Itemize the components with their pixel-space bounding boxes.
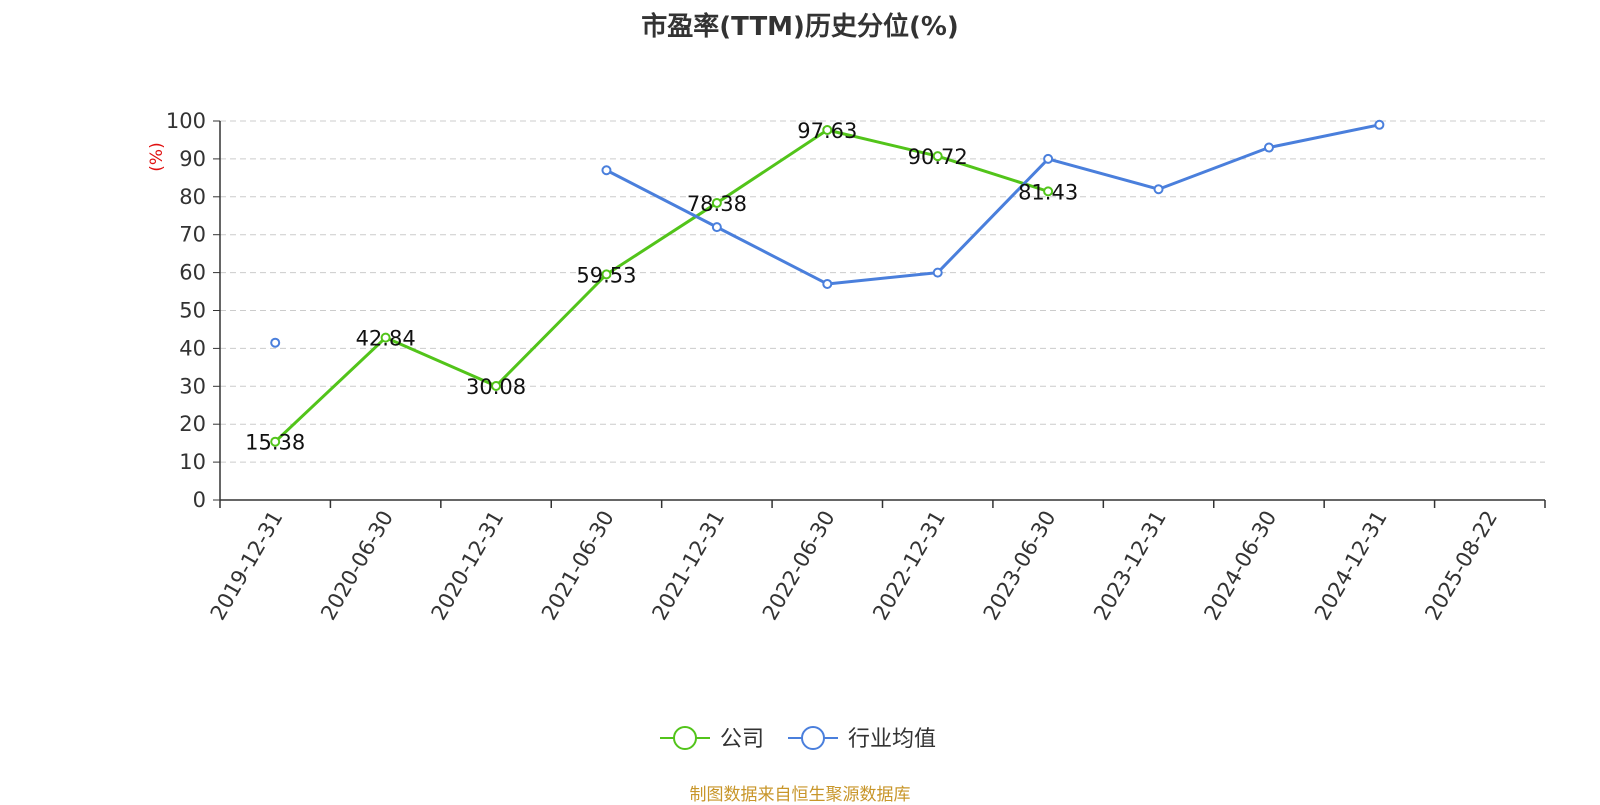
line-chart: 0 10 20 30 40 50 60 70 80 90 100 (%) 2019-12-31 2020-… bbox=[147, 109, 1546, 752]
y-tick-label: 60 bbox=[179, 261, 206, 285]
data-label: 97.63 bbox=[797, 119, 857, 143]
data-label: 81.43 bbox=[1018, 180, 1078, 204]
x-tick-label: 2021-12-31 bbox=[647, 507, 729, 625]
data-labels: 15.38 42.84 30.08 59.53 78.38 97.63 90.72 81.43 bbox=[245, 119, 1078, 455]
x-tick-label: 2022-06-30 bbox=[758, 507, 840, 625]
x-tick-label: 2023-06-30 bbox=[979, 507, 1061, 625]
data-point bbox=[932, 267, 943, 278]
data-label: 78.38 bbox=[687, 192, 747, 216]
data-point bbox=[270, 436, 281, 447]
x-tick-label: 2024-12-31 bbox=[1310, 507, 1392, 625]
data-label: 30.08 bbox=[466, 375, 526, 399]
legend-marker bbox=[801, 726, 825, 750]
y-tick-label: 30 bbox=[179, 374, 206, 398]
y-tick-label: 90 bbox=[179, 147, 206, 171]
data-point bbox=[711, 197, 722, 208]
y-axis-label: (%) bbox=[147, 142, 167, 171]
data-point bbox=[380, 332, 391, 343]
data-point bbox=[1263, 142, 1274, 153]
x-tick-label: 2024-06-30 bbox=[1199, 507, 1281, 625]
legend-marker bbox=[673, 726, 697, 750]
source-note: 制图数据来自恒生聚源数据库 bbox=[689, 785, 911, 805]
data-point bbox=[1153, 184, 1164, 195]
x-tick-label: 2021-06-30 bbox=[537, 507, 619, 625]
y-tick-label: 70 bbox=[179, 223, 206, 247]
y-tick-label: 80 bbox=[179, 185, 206, 209]
data-point bbox=[711, 222, 722, 233]
data-label: 90.72 bbox=[908, 145, 968, 169]
y-tick-label: 40 bbox=[179, 336, 206, 360]
data-point bbox=[822, 124, 833, 135]
y-tick-label: 100 bbox=[166, 109, 206, 133]
series-line bbox=[605, 123, 1380, 286]
data-label: 42.84 bbox=[356, 327, 416, 351]
data-point bbox=[601, 269, 612, 280]
x-tick-label: 2020-06-30 bbox=[316, 507, 398, 625]
data-point bbox=[1374, 119, 1385, 130]
data-point bbox=[822, 278, 833, 289]
x-tick-label: 2019-12-31 bbox=[206, 507, 288, 625]
y-tick-label: 0 bbox=[193, 488, 206, 512]
x-tick-label: 2020-12-31 bbox=[427, 507, 509, 625]
data-point bbox=[1043, 186, 1054, 197]
legend-label: 行业均值 bbox=[848, 727, 936, 752]
data-point bbox=[601, 165, 612, 176]
data-point bbox=[270, 337, 281, 348]
y-tick-label: 10 bbox=[179, 450, 206, 474]
x-tick-label: 2022-12-31 bbox=[868, 507, 950, 625]
data-point bbox=[1043, 153, 1054, 164]
legend: 公司 行业均值 bbox=[660, 726, 936, 752]
series-points bbox=[270, 119, 1385, 447]
data-label: 15.38 bbox=[245, 431, 305, 455]
x-tick-label: 2025-08-22 bbox=[1420, 507, 1502, 625]
series-lines bbox=[274, 123, 1380, 443]
data-point bbox=[932, 151, 943, 162]
grid-lines bbox=[220, 120, 1545, 463]
x-tick-label: 2023-12-31 bbox=[1089, 507, 1171, 625]
y-tick-label: 50 bbox=[179, 299, 206, 323]
legend-label: 公司 bbox=[720, 727, 764, 752]
data-point bbox=[491, 380, 502, 391]
chart-title: 市盈率(TTM)历史分位(%) bbox=[641, 12, 959, 42]
y-tick-label: 20 bbox=[179, 412, 206, 436]
series-line bbox=[274, 128, 1049, 443]
data-label: 59.53 bbox=[576, 263, 636, 287]
